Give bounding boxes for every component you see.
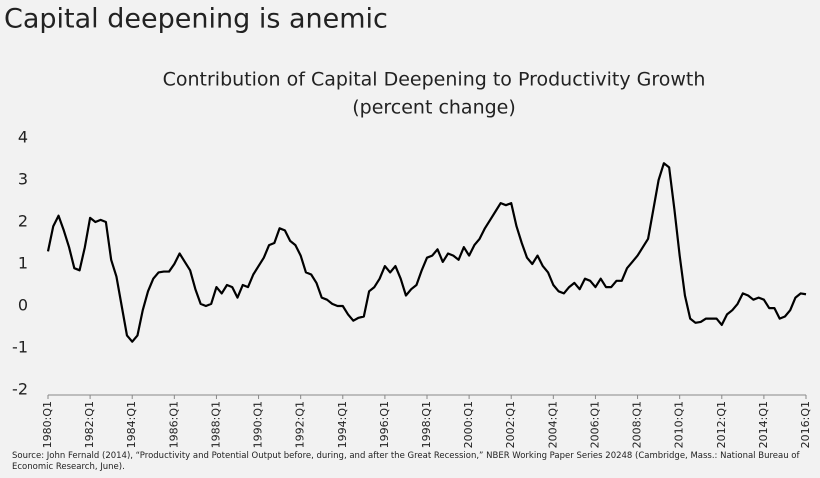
x-tick-label: 2008:Q1 (631, 401, 644, 448)
x-tick-label: 1994:Q1 (336, 401, 349, 448)
y-tick-label: -1 (12, 338, 28, 357)
y-tick-label: 1 (18, 254, 28, 273)
x-tick-label: 1984:Q1 (125, 401, 138, 448)
x-tick-label: 1980:Q1 (41, 401, 54, 448)
source-note: Source: John Fernald (2014), “Productivi… (12, 451, 800, 472)
x-tick-label: 1998:Q1 (420, 401, 433, 448)
chart-subtitle: (percent change) (352, 97, 516, 119)
y-tick-label: 4 (18, 128, 28, 147)
chart: Capital deepening is anemic Contribution… (4, 4, 812, 449)
x-tick-label: 2000:Q1 (462, 401, 475, 448)
data-line (46, 162, 807, 343)
y-tick-label: 2 (18, 212, 28, 231)
page-header: Capital deepening is anemic (4, 4, 388, 35)
x-tick-label: 2010:Q1 (673, 401, 686, 448)
x-tick-label: 2006:Q1 (588, 401, 601, 448)
x-tick-label: 1992:Q1 (294, 401, 307, 448)
x-tick-label: 2016:Q1 (799, 401, 812, 448)
x-tick-label: 2002:Q1 (504, 401, 517, 448)
x-tick-label: 1982:Q1 (83, 401, 96, 448)
x-tick-label: 2004:Q1 (546, 401, 559, 448)
x-tick-label: 2012:Q1 (715, 401, 728, 448)
y-tick-label: -2 (12, 380, 28, 399)
x-tick-label: 1986:Q1 (167, 401, 180, 448)
y-tick-label: 0 (18, 296, 28, 315)
x-tick-label: 2014:Q1 (757, 401, 770, 448)
x-tick-label: 1988:Q1 (209, 401, 222, 448)
chart-title: Contribution of Capital Deepening to Pro… (163, 69, 706, 91)
x-tick-label: 1990:Q1 (252, 401, 265, 448)
y-tick-label: 3 (18, 170, 28, 189)
x-tick-label: 1996:Q1 (378, 401, 391, 448)
